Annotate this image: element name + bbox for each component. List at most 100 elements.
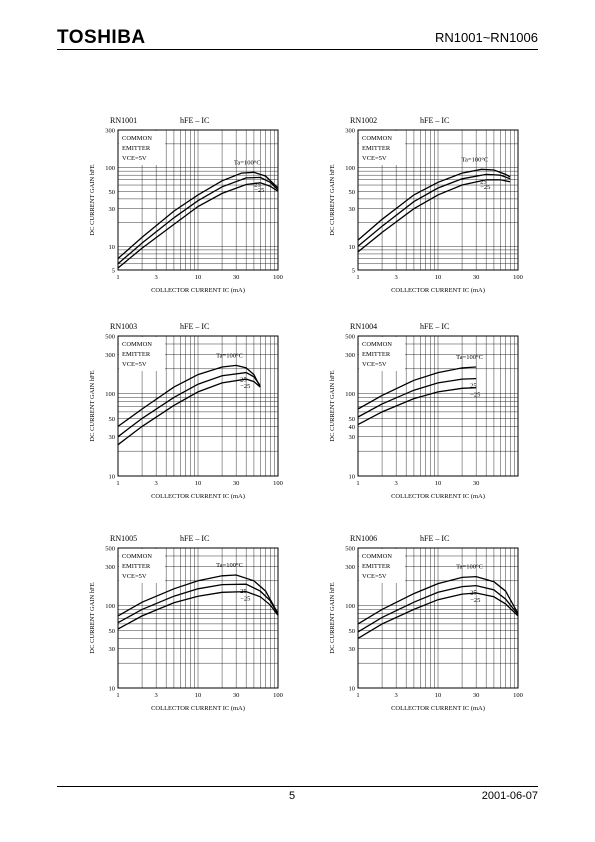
series-label: Ta=100°C: [462, 156, 489, 163]
series-label: Ta=100°C: [216, 352, 243, 359]
x-tick-label: 100: [273, 692, 283, 699]
condition-line: VCE=5V: [122, 573, 147, 580]
y-tick-label: 30: [349, 646, 356, 653]
y-tick-label: 10: [109, 686, 116, 693]
chart-title: hFE – IC: [180, 116, 209, 125]
series-label: −25: [240, 596, 250, 603]
chart-rn1001: RN1001 hFE – IC COMMON EMITTER VCE=5V 1 3 10 30 1…: [89, 116, 283, 294]
y-tick-label: 100: [345, 165, 355, 172]
condition-box: [119, 337, 165, 371]
plot-frame: [357, 129, 519, 271]
series-line: [357, 168, 511, 241]
y-tick-label: 40: [349, 424, 356, 431]
x-tick-label: 30: [473, 274, 480, 281]
x-axis-label: COLLECTOR CURRENT IC (mA): [151, 493, 245, 500]
x-axis-label: COLLECTOR CURRENT IC (mA): [151, 287, 245, 294]
y-tick-label: 30: [109, 434, 116, 441]
device-label: RN1003: [110, 322, 137, 331]
condition-line: VCE=5V: [362, 573, 387, 580]
series-line: [117, 364, 261, 427]
y-tick-label: 300: [345, 128, 355, 135]
device-label: RN1002: [350, 116, 377, 125]
x-tick-label: 30: [233, 480, 240, 487]
x-axis-label: COLLECTOR CURRENT IC (mA): [391, 287, 485, 294]
y-tick-label: 500: [345, 546, 355, 553]
y-axis-label: DC CURRENT GAIN hFE: [89, 370, 96, 441]
document-date: 2001-06-07: [481, 790, 538, 802]
footer-rule: [57, 786, 538, 787]
chart-title: hFE – IC: [420, 534, 449, 543]
x-axis-label: COLLECTOR CURRENT IC (mA): [151, 705, 245, 712]
x-tick-label: 1: [356, 274, 359, 281]
condition-line: COMMON: [362, 135, 392, 142]
x-tick-label: 30: [233, 274, 240, 281]
condition-line: EMITTER: [122, 563, 151, 570]
series-label: Ta=100°C: [456, 564, 483, 571]
x-tick-label: 1: [116, 480, 119, 487]
condition-line: EMITTER: [362, 145, 391, 152]
y-tick-label: 100: [105, 165, 115, 172]
y-tick-label: 50: [349, 628, 356, 635]
series-line: [357, 584, 519, 633]
plot-frame: [357, 547, 519, 689]
chart-rn1004: RN1004 hFE – IC COMMON EMITTER VCE=5V 1 3 10 30 1…: [329, 322, 519, 500]
header-rule: [57, 49, 538, 50]
condition-line: COMMON: [362, 553, 392, 560]
series-line: [117, 371, 261, 438]
x-tick-label: 100: [273, 480, 283, 487]
condition-line: VCE=5V: [362, 361, 387, 368]
series-line: [117, 590, 279, 630]
condition-box: [359, 131, 405, 165]
x-axis-label: COLLECTOR CURRENT IC (mA): [391, 493, 485, 500]
y-tick-label: 10: [349, 244, 356, 251]
condition-box: [359, 337, 405, 371]
condition-line: COMMON: [122, 553, 152, 560]
x-tick-label: 100: [513, 274, 523, 281]
x-tick-label: 3: [395, 274, 398, 281]
chart-rn1006: RN1006 hFE – IC COMMON EMITTER VCE=5V 1 3 10 30 1…: [329, 534, 523, 712]
y-axis-label: DC CURRENT GAIN hFE: [329, 370, 336, 441]
plot-frame: [357, 335, 519, 477]
y-tick-label: 500: [105, 334, 115, 341]
y-tick-label: 500: [345, 334, 355, 341]
y-tick-label: 50: [349, 189, 356, 196]
y-tick-label: 100: [345, 391, 355, 398]
condition-line: COMMON: [362, 341, 392, 348]
x-tick-label: 1: [356, 480, 359, 487]
series-label: −25: [254, 187, 264, 194]
series-label: 25: [470, 383, 477, 390]
condition-line: COMMON: [122, 135, 152, 142]
y-tick-label: 30: [349, 434, 356, 441]
x-tick-label: 10: [195, 274, 202, 281]
x-tick-label: 30: [473, 692, 480, 699]
y-tick-label: 300: [345, 564, 355, 571]
y-tick-label: 50: [349, 416, 356, 423]
series-line: [357, 179, 511, 253]
y-axis-label: DC CURRENT GAIN hFE: [329, 164, 336, 235]
toshiba-logo: TOSHIBA: [57, 27, 146, 48]
y-axis-label: DC CURRENT GAIN hFE: [89, 164, 96, 235]
condition-line: EMITTER: [122, 145, 151, 152]
series-label: Ta=100°C: [234, 159, 261, 166]
chart-title: hFE – IC: [420, 322, 449, 331]
chart-rn1003: RN1003 hFE – IC COMMON EMITTER VCE=5V 1 3 10 30 1…: [89, 322, 283, 500]
chart-title: hFE – IC: [180, 534, 209, 543]
condition-box: [119, 549, 165, 583]
plot-frame: [117, 129, 279, 271]
y-tick-label: 100: [345, 603, 355, 610]
series-label: −25: [480, 184, 490, 191]
y-tick-label: 10: [109, 244, 116, 251]
series-label: 25: [480, 178, 487, 185]
series-label: Ta=100°C: [216, 562, 243, 569]
y-tick-label: 100: [105, 603, 115, 610]
y-axis-label: DC CURRENT GAIN hFE: [329, 582, 336, 653]
plot-frame: [117, 547, 279, 689]
series-line: [117, 574, 279, 617]
x-tick-label: 1: [116, 274, 119, 281]
x-tick-label: 30: [473, 480, 480, 487]
series-line: [117, 176, 279, 265]
series-line: [357, 173, 511, 247]
part-number-range: RN1001~RN1006: [435, 30, 538, 45]
series-line: [357, 387, 477, 426]
x-tick-label: 3: [395, 692, 398, 699]
